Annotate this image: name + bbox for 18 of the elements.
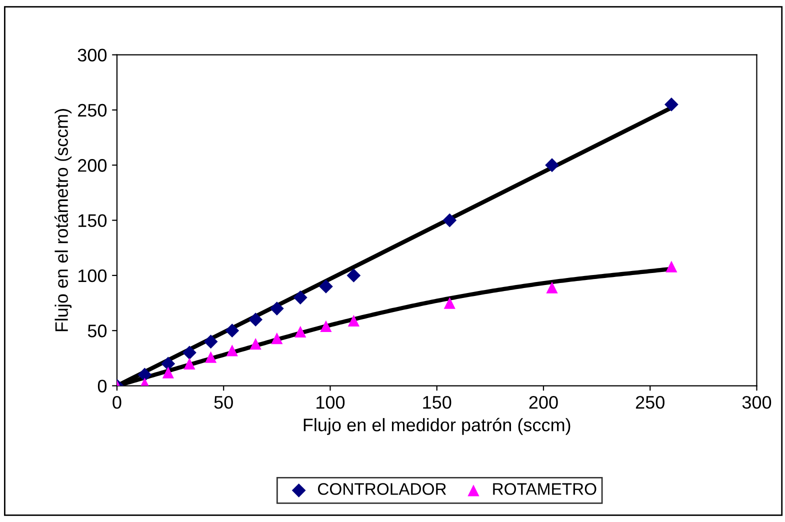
x-axis-title: Flujo en el medidor patrón (sccm) [304, 418, 570, 435]
y-tick-label: 150 [78, 214, 107, 228]
legend-label: ROTAMETRO [493, 483, 596, 495]
x-tick-label: 100 [316, 396, 345, 409]
y-axis-title: Flujo en el rotámetro (sccm) [54, 109, 72, 332]
x-tick-label: 250 [636, 396, 664, 409]
x-tick-label: 150 [423, 396, 452, 409]
y-tick-label: 0 [98, 380, 107, 392]
x-tick-label: 200 [529, 396, 558, 409]
legend-label: CONTROLADOR [318, 483, 446, 495]
y-tick-label: 200 [78, 159, 107, 172]
x-tick-label: 300 [742, 396, 772, 409]
x-tick-label: 50 [214, 396, 233, 409]
y-tick-label: 100 [78, 269, 107, 282]
x-tick-label: 0 [112, 396, 122, 409]
y-tick-label: 250 [78, 104, 107, 117]
y-tick-label: 50 [88, 324, 107, 338]
y-tick-label: 300 [78, 48, 107, 62]
